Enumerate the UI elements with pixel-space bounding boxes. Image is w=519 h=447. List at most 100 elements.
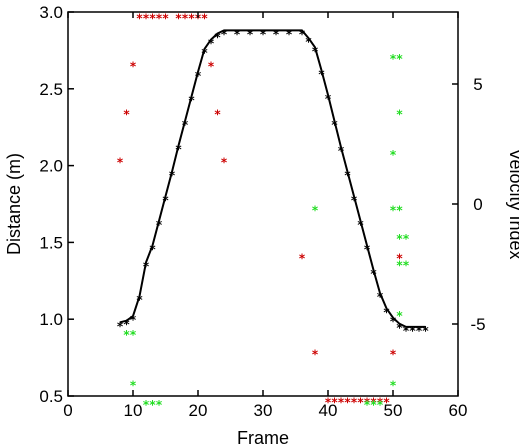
- series-1-point: *: [338, 395, 345, 409]
- y2-tick-label: -5: [470, 315, 485, 334]
- series-0-point: *: [188, 93, 195, 107]
- series-2-point: *: [390, 203, 397, 217]
- y2-axis-title: Velocity Index: [506, 148, 519, 259]
- series-0-point: *: [390, 315, 397, 329]
- series-0-point: *: [318, 67, 325, 81]
- tick-labels: 0 10 20 30 40 50 60 0.5 1.0 1.5 2.0 2.5 3.0 -5 0 5: [39, 3, 485, 420]
- series-0-point: *: [312, 44, 319, 58]
- series-1-point: *: [208, 59, 215, 73]
- series-1-point: *: [377, 395, 384, 409]
- series-0-point: *: [214, 31, 221, 45]
- series-0-point: *: [149, 242, 156, 256]
- series-0-point: *: [286, 27, 293, 41]
- series-0-point: *: [195, 69, 202, 83]
- distance-series-line: [119, 29, 426, 328]
- series-1-point: *: [344, 395, 351, 409]
- series-0-point: *: [221, 27, 228, 41]
- y-tick-label: 3.0: [39, 3, 63, 22]
- series-1-point: *: [383, 395, 390, 409]
- series-0-point: *: [351, 193, 358, 207]
- series-0-point: *: [123, 318, 130, 332]
- series-0-point: *: [130, 313, 137, 327]
- series-1-point: *: [182, 11, 189, 25]
- series-2-point: *: [396, 232, 403, 246]
- ticks: [67, 11, 459, 397]
- series-0-point: *: [260, 27, 267, 41]
- series-2-point: *: [149, 398, 156, 412]
- plot-area: * * ************* * * * * * * * *************** * * *…: [67, 11, 459, 412]
- series-2-point: *: [312, 203, 319, 217]
- y-tick-label: 2.5: [39, 80, 63, 99]
- series-2-point: *: [156, 398, 163, 412]
- series-0-point: *: [416, 324, 423, 338]
- series-2-point: *: [364, 398, 371, 412]
- series-0-point: *: [234, 27, 241, 41]
- series-1-point: *: [312, 347, 319, 361]
- series-1-point: *: [331, 395, 338, 409]
- series-0-point: *: [331, 118, 338, 132]
- series-1-point: *: [214, 107, 221, 121]
- series-0-point: *: [169, 169, 176, 183]
- series-0-point: *: [338, 144, 345, 158]
- series-0-point: *: [325, 92, 332, 106]
- series-1-point: *: [130, 59, 137, 73]
- y2-tick-label: 0: [473, 195, 482, 214]
- series-1-point: *: [143, 11, 150, 25]
- x-axis-title: Frame: [237, 428, 289, 447]
- series-1-point: *: [201, 11, 208, 25]
- series-1-point: *: [299, 251, 306, 265]
- series-0-point: *: [208, 37, 215, 51]
- plot-frame: [67, 11, 459, 397]
- series-0-point: *: [156, 218, 163, 232]
- series-1-point: *: [123, 107, 130, 121]
- series-1-point: *: [117, 155, 124, 169]
- series-0-point: *: [305, 35, 312, 49]
- series-0-point: *: [117, 319, 124, 333]
- series-0-point: *: [201, 46, 208, 60]
- series-1-point: *: [156, 11, 163, 25]
- data-points: * * ************* * * * * * * * *************** * * *…: [117, 11, 430, 411]
- series-2-point: *: [370, 398, 377, 412]
- series-1-point: *: [325, 395, 332, 409]
- x-tick-label: 40: [319, 401, 338, 420]
- series-1-point: *: [149, 11, 156, 25]
- series-2-point: *: [396, 309, 403, 323]
- series-2-point: *: [396, 259, 403, 273]
- series-0-point: *: [247, 27, 254, 41]
- series-2-point: *: [130, 328, 137, 342]
- series-0-point: *: [396, 321, 403, 335]
- y-tick-label: 0.5: [39, 387, 63, 406]
- series-1-point: *: [396, 251, 403, 265]
- series-2-point: *: [390, 52, 397, 66]
- series-1-point: *: [357, 395, 364, 409]
- series-2-point: *: [130, 379, 137, 393]
- series-1-point: *: [188, 11, 195, 25]
- y-tick-label: 2.0: [39, 157, 63, 176]
- x-tick-label: 60: [449, 401, 468, 420]
- series-0-point: *: [383, 305, 390, 319]
- series-0-point: *: [357, 218, 364, 232]
- series-2-point: *: [390, 148, 397, 162]
- series-0-point: *: [273, 27, 280, 41]
- series-1-point: *: [221, 155, 228, 169]
- series-1-point: *: [175, 11, 182, 25]
- y-axis-title: Distance (m): [4, 153, 24, 255]
- series-1-point: *: [364, 395, 371, 409]
- series-0-point: *: [175, 143, 182, 157]
- series-2-point: *: [403, 232, 410, 246]
- series-1-point: *: [136, 11, 143, 25]
- series-2-point: *: [390, 379, 397, 393]
- series-2-point: *: [396, 203, 403, 217]
- series-0-point: *: [364, 242, 371, 256]
- series-0-point: *: [143, 259, 150, 273]
- series-0-point: *: [299, 27, 306, 41]
- series-0-point: *: [370, 267, 377, 281]
- series-0-point: *: [403, 324, 410, 338]
- series-2-point: *: [396, 107, 403, 121]
- series-1-point: *: [162, 11, 169, 25]
- x-tick-label: 20: [189, 401, 208, 420]
- series-1-point: *: [195, 11, 202, 25]
- series-2-point: *: [396, 52, 403, 66]
- series-0-point: *: [182, 118, 189, 132]
